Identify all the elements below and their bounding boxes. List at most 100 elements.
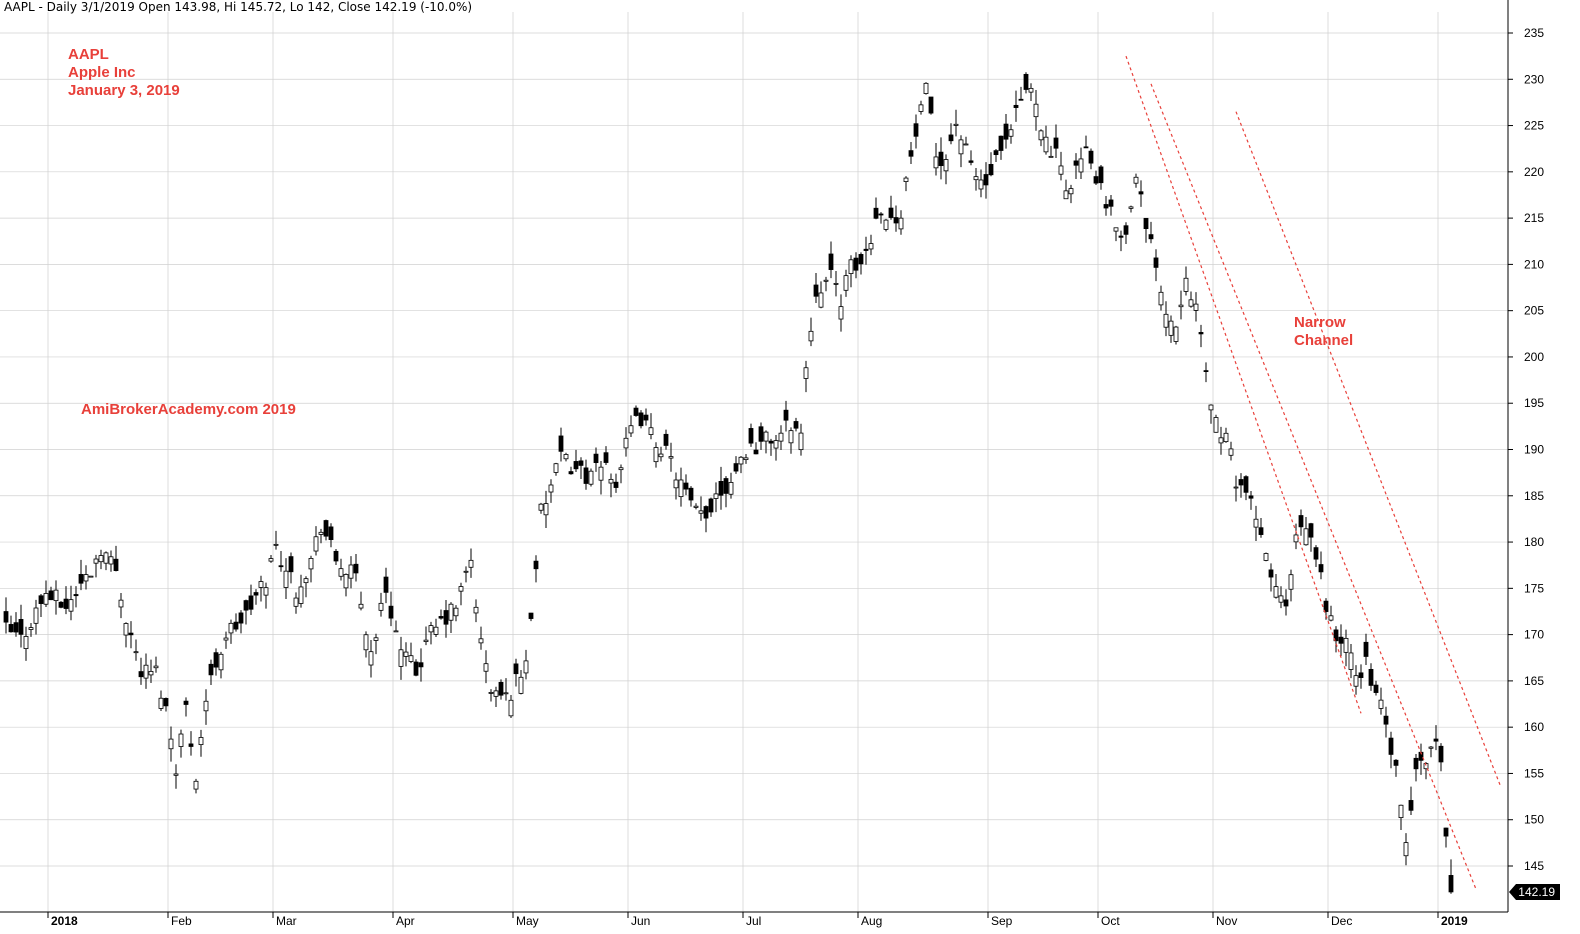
candle bbox=[328, 523, 334, 548]
candle bbox=[843, 269, 849, 297]
candle bbox=[343, 573, 349, 597]
candle-body bbox=[393, 630, 399, 633]
candle bbox=[1213, 414, 1219, 433]
y-tick-label: 235 bbox=[1524, 26, 1544, 40]
candle-body bbox=[1053, 137, 1059, 149]
candle bbox=[1048, 145, 1054, 158]
candle bbox=[373, 633, 379, 655]
candle-body bbox=[743, 457, 749, 460]
candle bbox=[948, 123, 954, 145]
y-tick-label: 185 bbox=[1524, 489, 1544, 503]
candle bbox=[733, 456, 739, 474]
candle-body bbox=[938, 151, 944, 167]
candle-body bbox=[1393, 759, 1399, 766]
candle-body bbox=[223, 637, 229, 641]
candle bbox=[758, 422, 764, 451]
candle-body bbox=[418, 662, 424, 668]
candle-body bbox=[868, 243, 874, 250]
y-tick-label: 155 bbox=[1524, 766, 1544, 780]
candle bbox=[703, 505, 709, 533]
candle-body bbox=[1378, 699, 1384, 709]
candle bbox=[823, 276, 829, 292]
candle-body bbox=[928, 96, 934, 114]
candle-body bbox=[138, 671, 144, 678]
candle bbox=[1348, 644, 1354, 679]
candle bbox=[1108, 194, 1114, 216]
candle-body bbox=[1278, 595, 1284, 603]
candle bbox=[1198, 324, 1204, 348]
candle-body bbox=[338, 568, 344, 577]
candle-body bbox=[733, 463, 739, 472]
candle-body bbox=[1208, 404, 1214, 411]
candle-body bbox=[53, 589, 59, 602]
candle-body bbox=[903, 177, 909, 182]
candle-body bbox=[328, 526, 334, 541]
candle-body bbox=[113, 558, 119, 571]
candle bbox=[363, 631, 369, 658]
candle bbox=[993, 148, 999, 162]
candle bbox=[293, 592, 299, 614]
candle-body bbox=[343, 574, 349, 589]
candle bbox=[903, 176, 909, 192]
candle bbox=[133, 639, 139, 661]
candle bbox=[753, 442, 759, 455]
candle-body bbox=[1258, 527, 1264, 535]
candle bbox=[308, 555, 314, 583]
candle bbox=[93, 554, 99, 578]
candle bbox=[613, 473, 619, 493]
candle-body bbox=[1193, 303, 1199, 311]
candle bbox=[1103, 196, 1109, 216]
candle bbox=[88, 575, 94, 578]
candle-body bbox=[293, 597, 299, 607]
candle bbox=[223, 631, 229, 649]
candle bbox=[698, 496, 704, 521]
candle-body bbox=[1233, 486, 1239, 489]
candle-body bbox=[983, 174, 989, 186]
candle bbox=[1268, 563, 1274, 592]
candle-body bbox=[923, 82, 929, 94]
candle-body bbox=[1213, 417, 1219, 433]
candle-body bbox=[703, 506, 709, 519]
candle bbox=[468, 548, 474, 578]
candle-body bbox=[83, 574, 89, 582]
candle bbox=[1393, 759, 1399, 777]
candle bbox=[528, 612, 534, 622]
candle bbox=[1443, 827, 1449, 848]
candle bbox=[668, 442, 674, 472]
candle bbox=[168, 726, 174, 762]
y-tick-label: 145 bbox=[1524, 859, 1544, 873]
candle bbox=[628, 415, 634, 438]
candle bbox=[503, 678, 509, 701]
candle-body bbox=[1013, 104, 1019, 108]
candle bbox=[1308, 522, 1314, 552]
candle-body bbox=[213, 652, 219, 668]
candle-body bbox=[208, 663, 214, 676]
candle bbox=[103, 551, 109, 571]
candle bbox=[1203, 362, 1209, 383]
candle bbox=[818, 281, 824, 309]
y-tick-label: 230 bbox=[1524, 72, 1544, 86]
candle-body bbox=[358, 603, 364, 609]
candle bbox=[748, 423, 754, 447]
candle bbox=[593, 447, 599, 472]
candle-body bbox=[23, 636, 29, 650]
y-tick-label: 180 bbox=[1524, 535, 1544, 549]
x-tick-label: Apr bbox=[396, 914, 415, 928]
channel-line bbox=[1150, 83, 1477, 890]
candle bbox=[263, 582, 269, 609]
candle bbox=[1078, 147, 1084, 179]
candle-body bbox=[828, 253, 834, 270]
candle bbox=[1083, 135, 1089, 149]
candle bbox=[513, 658, 519, 687]
candle bbox=[1378, 687, 1384, 715]
candle-body bbox=[1303, 528, 1309, 546]
candle-body bbox=[698, 510, 704, 514]
candle-body bbox=[493, 690, 499, 697]
candle-body bbox=[1383, 715, 1389, 725]
candle bbox=[623, 427, 629, 457]
candle-body bbox=[628, 425, 634, 434]
candle bbox=[18, 604, 24, 648]
candle-body bbox=[438, 616, 444, 619]
candle bbox=[1273, 573, 1279, 599]
candle-body bbox=[1353, 675, 1359, 687]
